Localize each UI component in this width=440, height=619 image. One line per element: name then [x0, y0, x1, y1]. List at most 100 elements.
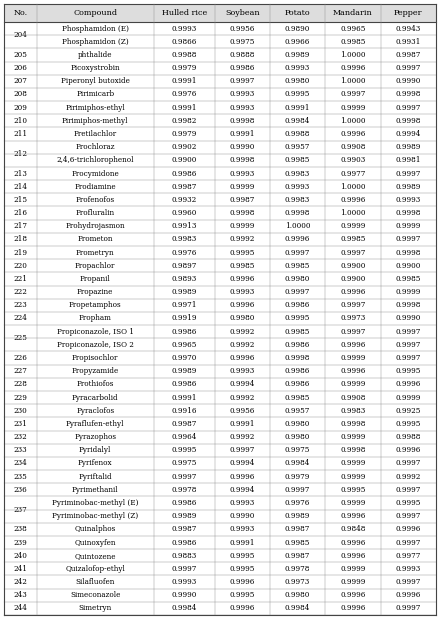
Text: 0.9994: 0.9994 — [230, 459, 255, 467]
Text: 0.9996: 0.9996 — [340, 288, 366, 296]
Text: 0.9900: 0.9900 — [396, 262, 421, 270]
Text: 1.0000: 1.0000 — [340, 209, 366, 217]
Text: 0.9987: 0.9987 — [172, 183, 197, 191]
Text: 0.9996: 0.9996 — [230, 578, 255, 586]
Text: 222: 222 — [13, 288, 27, 296]
Text: 0.9986: 0.9986 — [172, 499, 197, 507]
Text: Prometryn: Prometryn — [76, 249, 114, 257]
Text: 0.9980: 0.9980 — [230, 314, 255, 322]
Text: Profenofos: Profenofos — [76, 196, 115, 204]
Text: 0.9998: 0.9998 — [396, 117, 421, 125]
Text: 0.9985: 0.9985 — [285, 394, 310, 402]
Text: 0.9997: 0.9997 — [340, 249, 366, 257]
Text: 0.9979: 0.9979 — [172, 130, 197, 138]
Text: 0.9996: 0.9996 — [340, 539, 366, 547]
Text: 0.9995: 0.9995 — [230, 249, 255, 257]
Text: 0.9998: 0.9998 — [230, 117, 255, 125]
Text: 218: 218 — [13, 235, 27, 243]
Text: 0.9919: 0.9919 — [172, 314, 197, 322]
Text: 0.9997: 0.9997 — [285, 249, 310, 257]
Text: 0.9996: 0.9996 — [230, 473, 255, 480]
Text: Silafluofen: Silafluofen — [76, 578, 115, 586]
Text: 0.9999: 0.9999 — [340, 433, 366, 441]
Text: 219: 219 — [13, 249, 27, 257]
Text: 238: 238 — [14, 526, 27, 534]
Text: 0.9985: 0.9985 — [230, 262, 255, 270]
Text: 0.9908: 0.9908 — [340, 143, 366, 151]
Text: 0.9991: 0.9991 — [172, 394, 197, 402]
Text: Pirimiphos-methyl: Pirimiphos-methyl — [62, 117, 128, 125]
Text: 0.9993: 0.9993 — [172, 578, 197, 586]
Text: 230: 230 — [14, 407, 27, 415]
Text: 235: 235 — [14, 473, 27, 480]
Text: Soybean: Soybean — [225, 9, 260, 17]
Text: 0.9988: 0.9988 — [285, 130, 310, 138]
Text: 0.9979: 0.9979 — [285, 473, 310, 480]
Text: phthalide: phthalide — [78, 51, 113, 59]
Text: Quinoxyfen: Quinoxyfen — [74, 539, 116, 547]
Text: 0.9890: 0.9890 — [285, 25, 310, 33]
Text: No.: No. — [13, 9, 27, 17]
Text: 0.9916: 0.9916 — [172, 407, 197, 415]
Text: 0.9999: 0.9999 — [340, 565, 366, 573]
Text: 0.9992: 0.9992 — [230, 341, 255, 349]
Text: 0.9986: 0.9986 — [172, 539, 197, 547]
Text: 0.9996: 0.9996 — [285, 235, 310, 243]
Text: 0.9985: 0.9985 — [340, 38, 366, 46]
Text: 0.9994: 0.9994 — [230, 381, 255, 388]
Text: 0.9985: 0.9985 — [285, 539, 310, 547]
Text: 0.9986: 0.9986 — [285, 367, 310, 375]
Text: 0.9996: 0.9996 — [396, 381, 421, 388]
Text: 0.9997: 0.9997 — [396, 170, 421, 178]
Text: 0.9985: 0.9985 — [340, 235, 366, 243]
Text: Prochloraz: Prochloraz — [76, 143, 115, 151]
Text: 0.9977: 0.9977 — [396, 552, 421, 560]
Text: 0.9995: 0.9995 — [230, 565, 255, 573]
Text: 0.9984: 0.9984 — [285, 604, 310, 612]
Text: 0.9902: 0.9902 — [172, 143, 197, 151]
Text: 239: 239 — [14, 539, 27, 547]
Text: 0.9995: 0.9995 — [172, 446, 197, 454]
Text: 0.9993: 0.9993 — [230, 499, 255, 507]
Text: 214: 214 — [13, 183, 27, 191]
Text: 228: 228 — [13, 381, 27, 388]
Text: 0.9995: 0.9995 — [285, 90, 310, 98]
Text: 0.9900: 0.9900 — [340, 262, 366, 270]
Text: 0.9985: 0.9985 — [396, 275, 421, 283]
Text: 0.9990: 0.9990 — [396, 77, 421, 85]
Text: 0.9989: 0.9989 — [285, 512, 310, 520]
Text: 0.9986: 0.9986 — [172, 381, 197, 388]
Text: Propachlor: Propachlor — [75, 262, 115, 270]
Text: 0.9990: 0.9990 — [172, 591, 197, 599]
Text: 0.9998: 0.9998 — [230, 209, 255, 217]
Text: 0.9992: 0.9992 — [230, 394, 255, 402]
Text: 231: 231 — [13, 420, 27, 428]
Text: 0.9932: 0.9932 — [172, 196, 197, 204]
Text: 1.0000: 1.0000 — [285, 222, 310, 230]
Text: 0.9978: 0.9978 — [172, 486, 197, 494]
Text: 1.0000: 1.0000 — [340, 183, 366, 191]
Text: 0.9993: 0.9993 — [285, 64, 310, 72]
Text: 0.9966: 0.9966 — [285, 38, 310, 46]
Text: 225: 225 — [13, 334, 27, 342]
Text: 227: 227 — [13, 367, 27, 375]
Text: 0.9997: 0.9997 — [396, 354, 421, 362]
Text: Quintozene: Quintozene — [74, 552, 116, 560]
Text: 0.9897: 0.9897 — [172, 262, 197, 270]
Text: 0.9977: 0.9977 — [340, 170, 366, 178]
Text: 0.9975: 0.9975 — [285, 446, 310, 454]
Text: 211: 211 — [13, 130, 27, 138]
Text: 224: 224 — [13, 314, 27, 322]
Text: 0.9993: 0.9993 — [230, 367, 255, 375]
Text: Pyriminobac-methyl (E): Pyriminobac-methyl (E) — [52, 499, 139, 507]
Text: 0.9996: 0.9996 — [340, 64, 366, 72]
Text: 0.9992: 0.9992 — [230, 327, 255, 335]
Text: Prometon: Prometon — [77, 235, 113, 243]
Text: Profluralin: Profluralin — [76, 209, 115, 217]
Text: 0.9971: 0.9971 — [172, 301, 197, 310]
Text: Propanil: Propanil — [80, 275, 110, 283]
Text: 0.9993: 0.9993 — [230, 170, 255, 178]
Text: 0.9997: 0.9997 — [230, 77, 255, 85]
Text: 0.9999: 0.9999 — [230, 222, 255, 230]
Text: 0.9981: 0.9981 — [396, 157, 421, 165]
